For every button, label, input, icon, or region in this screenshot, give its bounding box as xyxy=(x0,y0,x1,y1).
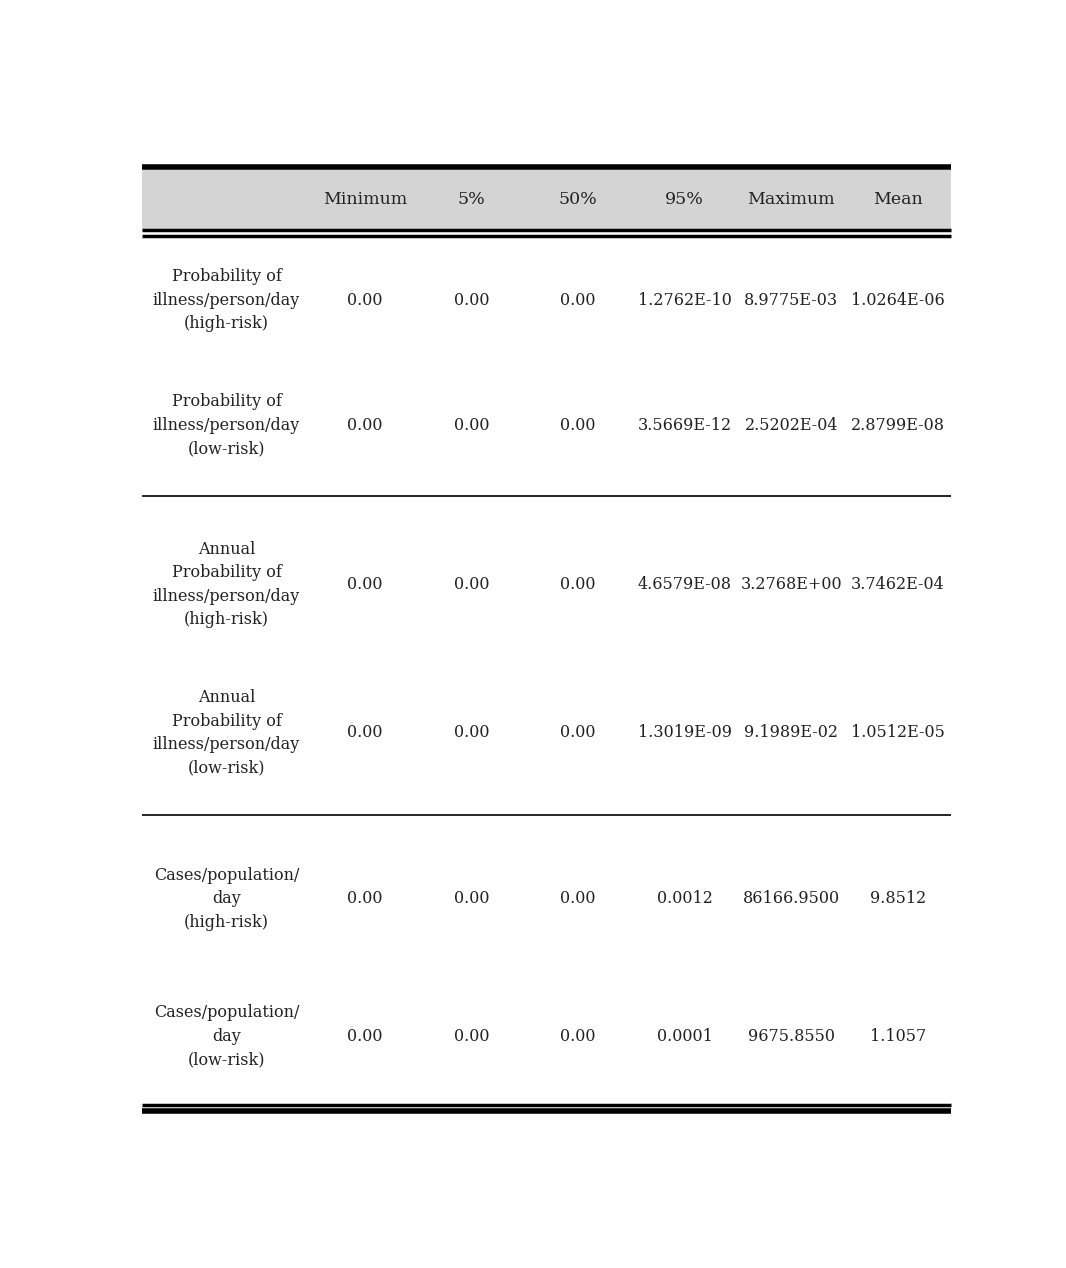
Text: 9.1989E-02: 9.1989E-02 xyxy=(744,724,838,742)
Text: Maximum: Maximum xyxy=(747,191,835,208)
Text: 9675.8550: 9675.8550 xyxy=(747,1028,835,1045)
Text: 3.7462E-04: 3.7462E-04 xyxy=(851,576,944,593)
Text: 0.00: 0.00 xyxy=(561,416,596,434)
Text: Cases/population/
day
(low-risk): Cases/population/ day (low-risk) xyxy=(154,1004,300,1069)
Text: 95%: 95% xyxy=(665,191,704,208)
Text: 3.5669E-12: 3.5669E-12 xyxy=(637,416,731,434)
Text: Mean: Mean xyxy=(873,191,923,208)
Text: 0.00: 0.00 xyxy=(454,416,489,434)
Text: 5%: 5% xyxy=(457,191,485,208)
Text: 86166.9500: 86166.9500 xyxy=(743,890,840,908)
Text: 0.00: 0.00 xyxy=(561,292,596,308)
Text: Cases/population/
day
(high-risk): Cases/population/ day (high-risk) xyxy=(154,867,300,931)
Text: 1.1057: 1.1057 xyxy=(870,1028,926,1045)
Text: 0.00: 0.00 xyxy=(561,724,596,742)
Text: Probability of
illness/person/day
(low-risk): Probability of illness/person/day (low-r… xyxy=(152,393,301,456)
Text: 0.00: 0.00 xyxy=(348,724,383,742)
Text: 0.00: 0.00 xyxy=(561,576,596,593)
Text: 0.00: 0.00 xyxy=(348,292,383,308)
Text: 1.0264E-06: 1.0264E-06 xyxy=(851,292,944,308)
Text: 0.00: 0.00 xyxy=(454,890,489,908)
Text: 0.00: 0.00 xyxy=(454,576,489,593)
Text: 2.8799E-08: 2.8799E-08 xyxy=(851,416,944,434)
Text: 0.00: 0.00 xyxy=(454,1028,489,1045)
Text: 0.00: 0.00 xyxy=(348,416,383,434)
Text: 3.2768E+00: 3.2768E+00 xyxy=(741,576,842,593)
Text: 0.0001: 0.0001 xyxy=(657,1028,712,1045)
Text: 4.6579E-08: 4.6579E-08 xyxy=(637,576,731,593)
Text: Annual
Probability of
illness/person/day
(low-risk): Annual Probability of illness/person/day… xyxy=(152,689,301,776)
Text: 0.00: 0.00 xyxy=(348,890,383,908)
Text: 0.00: 0.00 xyxy=(454,724,489,742)
Text: 0.00: 0.00 xyxy=(561,1028,596,1045)
Text: 1.2762E-10: 1.2762E-10 xyxy=(637,292,731,308)
Text: 8.9775E-03: 8.9775E-03 xyxy=(744,292,838,308)
Text: 9.8512: 9.8512 xyxy=(870,890,926,908)
Text: Probability of
illness/person/day
(high-risk): Probability of illness/person/day (high-… xyxy=(152,269,301,332)
Text: 0.00: 0.00 xyxy=(348,1028,383,1045)
Text: Minimum: Minimum xyxy=(323,191,407,208)
Text: 0.00: 0.00 xyxy=(561,890,596,908)
Text: 1.0512E-05: 1.0512E-05 xyxy=(851,724,944,742)
Text: 0.0012: 0.0012 xyxy=(657,890,712,908)
Text: 2.5202E-04: 2.5202E-04 xyxy=(744,416,838,434)
Text: 1.3019E-09: 1.3019E-09 xyxy=(637,724,731,742)
Text: Annual
Probability of
illness/person/day
(high-risk): Annual Probability of illness/person/day… xyxy=(152,541,301,629)
Bar xyxy=(142,170,951,230)
Text: 0.00: 0.00 xyxy=(454,292,489,308)
Text: 0.00: 0.00 xyxy=(348,576,383,593)
Text: 50%: 50% xyxy=(559,191,597,208)
